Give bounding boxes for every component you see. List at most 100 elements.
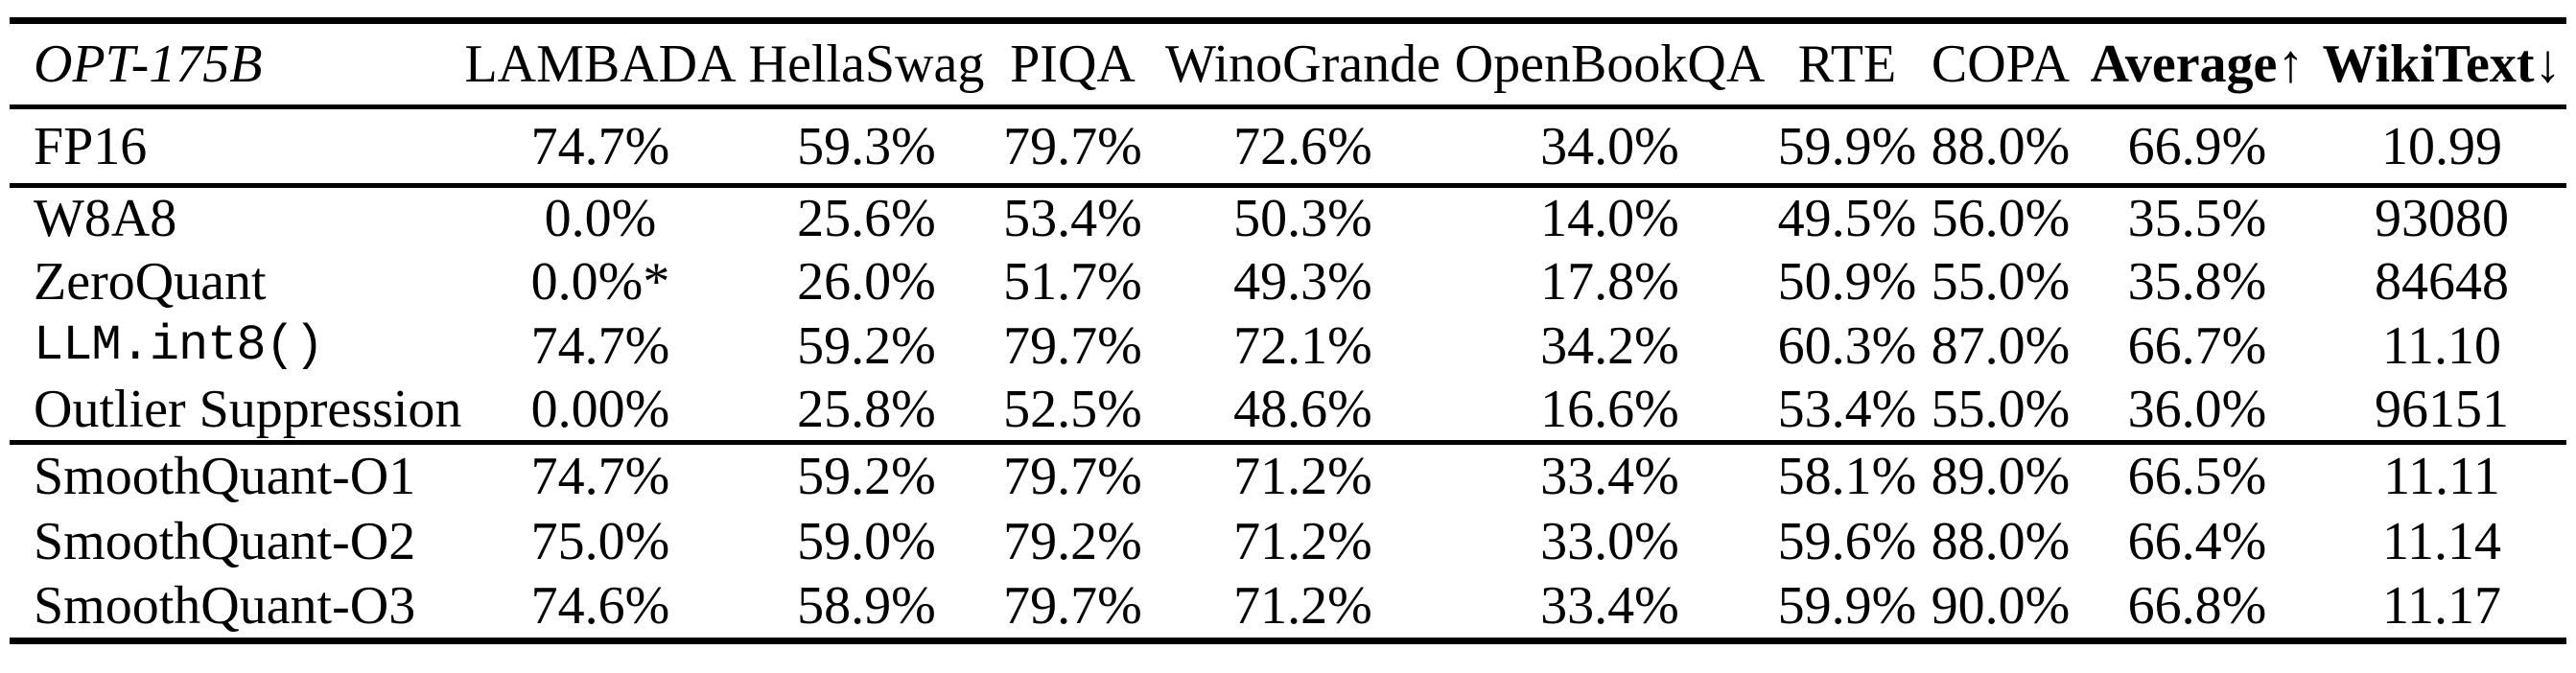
table-cell: 10.99: [2381, 116, 2502, 176]
table-row-smoothquant-o3: SmoothQuant-O3 74.6% 58.9% 79.7% 71.2% 3…: [10, 575, 2566, 641]
table-cell: 96151: [2375, 379, 2509, 439]
table-cell: 59.3%: [797, 116, 936, 176]
row-label-w8a8: W8A8: [34, 189, 177, 249]
table-cell: 33.4%: [1540, 447, 1679, 507]
table-cell: 59.2%: [797, 316, 936, 376]
table-row-zeroquant: ZeroQuant 0.0%* 26.0% 51.7% 49.3% 17.8% …: [10, 250, 2566, 314]
col-header-openbookqa: OpenBookQA: [1454, 35, 1766, 94]
table-cell: 35.5%: [2127, 189, 2267, 249]
table-cell: 60.3%: [1777, 316, 1917, 376]
table-cell: 71.2%: [1233, 447, 1372, 507]
table-cell: 74.7%: [530, 316, 670, 376]
corner-model-label: OPT-175B: [34, 35, 263, 94]
table-cell: 59.0%: [797, 512, 936, 571]
table-cell: 72.1%: [1233, 316, 1372, 376]
table-cell: 49.3%: [1233, 252, 1372, 312]
table-cell: 75.0%: [530, 512, 670, 571]
table-cell: 52.5%: [1003, 379, 1142, 439]
table-cell: 59.6%: [1777, 512, 1917, 571]
table-cell: 11.10: [2382, 316, 2501, 376]
table-row-smoothquant-o2: SmoothQuant-O2 75.0% 59.0% 79.2% 71.2% 3…: [10, 509, 2566, 575]
table-cell: 90.0%: [1931, 576, 2071, 637]
col-header-winogrande: WinoGrande: [1165, 35, 1440, 94]
table-cell: 53.4%: [1003, 189, 1142, 249]
table-cell: 11.11: [2383, 447, 2500, 507]
table-cell: 11.14: [2382, 512, 2501, 571]
table-cell: 93080: [2375, 189, 2509, 249]
table-cell: 35.8%: [2127, 252, 2267, 312]
row-label-zeroquant: ZeroQuant: [34, 252, 267, 312]
table-cell: 89.0%: [1931, 447, 2071, 507]
table-cell: 55.0%: [1931, 252, 2071, 312]
table-cell: 66.4%: [2127, 512, 2267, 571]
table-cell: 48.6%: [1233, 379, 1372, 439]
table-cell: 79.2%: [1003, 512, 1142, 571]
col-header-copa: COPA: [1931, 35, 2071, 94]
table-cell: 59.9%: [1777, 576, 1917, 637]
row-label-outlier-suppression: Outlier Suppression: [34, 379, 462, 439]
table-cell: 88.0%: [1931, 116, 2071, 176]
table-cell: 0.00%: [530, 379, 670, 439]
table-cell: 66.9%: [2127, 116, 2267, 176]
table-row-fp16: FP16 74.7% 59.3% 79.7% 72.6% 34.0% 59.9%…: [10, 107, 2566, 186]
table-cell: 0.0%*: [530, 252, 670, 312]
table-cell: 25.6%: [797, 189, 936, 249]
table-cell: 66.5%: [2127, 447, 2267, 507]
row-label-smoothquant-o3: SmoothQuant-O3: [34, 576, 416, 637]
row-label-smoothquant-o1: SmoothQuant-O1: [34, 447, 416, 507]
col-header-wikitext: WikiText↓: [2322, 35, 2562, 94]
table-row-outlier-suppression: Outlier Suppression 0.00% 25.8% 52.5% 48…: [10, 379, 2566, 443]
table-cell: 34.2%: [1540, 316, 1679, 376]
header-row: OPT-175B LAMBADA HellaSwag PIQA WinoGran…: [10, 21, 2566, 107]
table-cell: 79.7%: [1003, 116, 1142, 176]
table-row-smoothquant-o1: SmoothQuant-O1 74.7% 59.2% 79.7% 71.2% 3…: [10, 443, 2566, 509]
table-cell: 0.0%: [544, 189, 657, 249]
table-cell: 17.8%: [1540, 252, 1679, 312]
row-label-smoothquant-o2: SmoothQuant-O2: [34, 512, 416, 571]
row-label-fp16: FP16: [34, 116, 148, 176]
table-cell: 11.17: [2382, 576, 2501, 637]
table-cell: 72.6%: [1233, 116, 1372, 176]
col-header-hellaswag: HellaSwag: [748, 35, 985, 94]
table-cell: 55.0%: [1931, 379, 2071, 439]
table-cell: 74.6%: [530, 576, 670, 637]
table-cell: 84648: [2375, 252, 2509, 312]
table-cell: 49.5%: [1777, 189, 1917, 249]
table-row-w8a8: W8A8 0.0% 25.6% 53.4% 50.3% 14.0% 49.5% …: [10, 186, 2566, 250]
table-cell: 71.2%: [1233, 576, 1372, 637]
table-cell: 59.2%: [797, 447, 936, 507]
table-cell: 14.0%: [1540, 189, 1679, 249]
table-cell: 59.9%: [1777, 116, 1917, 176]
table-cell: 50.9%: [1777, 252, 1917, 312]
col-header-rte: RTE: [1797, 35, 1897, 94]
col-header-average: Average↑: [2090, 35, 2305, 94]
table-cell: 79.7%: [1003, 316, 1142, 376]
table-cell: 74.7%: [530, 116, 670, 176]
row-label-llm-int8: LLM.int8(): [34, 317, 324, 374]
table-cell: 58.1%: [1777, 447, 1917, 507]
table-cell: 87.0%: [1931, 316, 2071, 376]
table-cell: 16.6%: [1540, 379, 1679, 439]
table-row-llm-int8: LLM.int8() 74.7% 59.2% 79.7% 72.1% 34.2%…: [10, 314, 2566, 379]
table-cell: 79.7%: [1003, 447, 1142, 507]
table-cell: 50.3%: [1233, 189, 1372, 249]
col-header-piqa: PIQA: [1010, 35, 1136, 94]
table-cell: 66.8%: [2127, 576, 2267, 637]
table-cell: 26.0%: [797, 252, 936, 312]
table-cell: 79.7%: [1003, 576, 1142, 637]
table-cell: 71.2%: [1233, 512, 1372, 571]
col-header-lambada: LAMBADA: [464, 35, 737, 94]
table-cell: 51.7%: [1003, 252, 1142, 312]
table-cell: 66.7%: [2127, 316, 2267, 376]
table-cell: 33.4%: [1540, 576, 1679, 637]
table-cell: 56.0%: [1931, 189, 2071, 249]
table-cell: 88.0%: [1931, 512, 2071, 571]
table-cell: 74.7%: [530, 447, 670, 507]
opt175b-results-table: OPT-175B LAMBADA HellaSwag PIQA WinoGran…: [10, 17, 2566, 644]
table-cell: 25.8%: [797, 379, 936, 439]
table-cell: 34.0%: [1540, 116, 1679, 176]
table-cell: 33.0%: [1540, 512, 1679, 571]
table-cell: 53.4%: [1777, 379, 1917, 439]
table-cell: 36.0%: [2127, 379, 2267, 439]
